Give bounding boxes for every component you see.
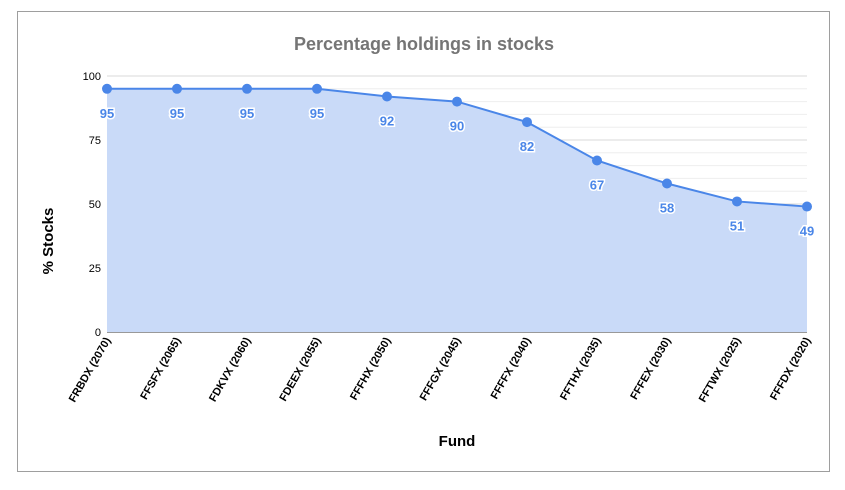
x-tick-labels: FRBDX (2070) FFSFX (2065) FDKVX (2060) FDEE… bbox=[67, 335, 814, 404]
x-tick-label: FDKVX (2060) bbox=[207, 335, 254, 404]
data-point bbox=[662, 178, 672, 189]
chart-title: Percentage holdings in stocks bbox=[294, 34, 554, 54]
x-tick-label: FDEEX (2055) bbox=[277, 335, 323, 403]
y-tick-label: 100 bbox=[83, 71, 101, 83]
data-point bbox=[382, 91, 392, 102]
x-tick-label: FFFGX (2045) bbox=[418, 335, 464, 403]
data-point bbox=[312, 83, 322, 94]
data-label: 90 bbox=[450, 119, 464, 134]
data-label: 67 bbox=[590, 177, 604, 192]
y-tick-label: 25 bbox=[89, 263, 101, 275]
x-tick-label: FFTWX (2025) bbox=[697, 335, 744, 404]
x-tick-label: FFSFX (2065) bbox=[138, 335, 183, 402]
y-tick-label: 75 bbox=[89, 135, 101, 147]
data-labels: 95 95 95 95 92 90 82 67 58 51 49 bbox=[98, 104, 815, 240]
data-point bbox=[102, 83, 112, 94]
data-point bbox=[172, 83, 182, 94]
x-tick-label: FFFFX (2040) bbox=[489, 335, 534, 401]
data-label: 95 bbox=[310, 106, 324, 121]
data-label: 95 bbox=[170, 106, 184, 121]
data-label: 51 bbox=[730, 218, 744, 233]
data-label: 95 bbox=[240, 106, 254, 121]
x-tick-label: FFFHX (2050) bbox=[348, 335, 394, 402]
data-point bbox=[242, 83, 252, 94]
x-tick-label: FRBDX (2070) bbox=[67, 335, 114, 404]
data-point bbox=[452, 96, 462, 107]
data-point bbox=[802, 201, 812, 212]
series-area bbox=[107, 88, 807, 332]
data-label: 82 bbox=[520, 139, 534, 154]
data-label: 58 bbox=[660, 201, 674, 216]
data-point bbox=[592, 155, 602, 166]
data-point bbox=[732, 196, 742, 207]
y-tick-label: 50 bbox=[89, 199, 101, 211]
y-axis-title: % Stocks bbox=[40, 208, 57, 275]
y-tick-label: 0 bbox=[95, 327, 101, 339]
data-points bbox=[102, 83, 812, 212]
data-point bbox=[522, 117, 532, 128]
y-tick-labels: 0 25 50 75 100 bbox=[83, 71, 101, 339]
x-tick-label: FFTHX (2035) bbox=[558, 335, 604, 402]
data-label: 49 bbox=[800, 224, 814, 239]
x-axis-title: Fund bbox=[439, 433, 476, 450]
data-label: 95 bbox=[100, 106, 114, 121]
x-tick-label: FFFEX (2030) bbox=[628, 335, 673, 402]
data-label: 92 bbox=[380, 113, 394, 128]
x-tick-label: FFFDX (2020) bbox=[768, 335, 814, 402]
